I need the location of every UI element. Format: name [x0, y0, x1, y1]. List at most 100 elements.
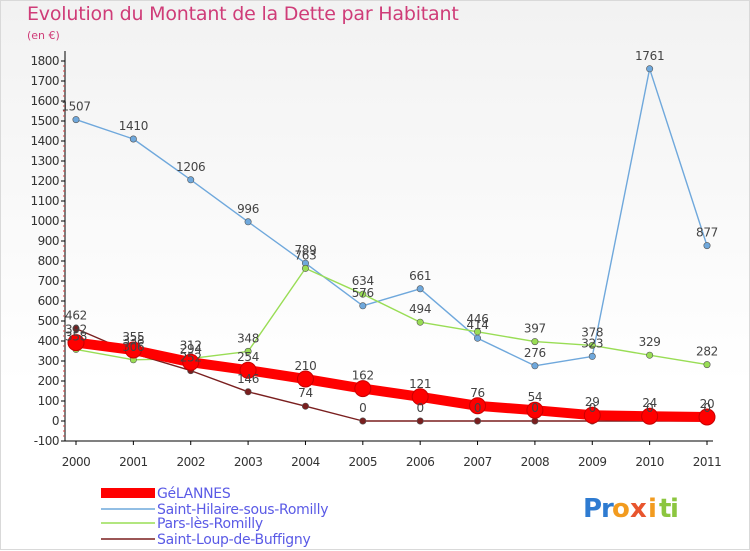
- data-label: 996: [237, 202, 259, 216]
- y-tick-label: 300: [38, 354, 59, 368]
- data-point: [474, 417, 482, 425]
- x-tick-label: 2010: [635, 455, 664, 469]
- data-point: [588, 341, 596, 349]
- data-label: 252: [180, 351, 202, 365]
- data-point: [129, 135, 137, 143]
- y-tick-label: 800: [38, 254, 59, 268]
- y-tick-label: 900: [38, 234, 59, 248]
- proxiti-logo: Pro x i ti: [583, 494, 679, 524]
- y-tick-label: 400: [38, 334, 59, 348]
- data-point: [474, 334, 482, 342]
- data-label: 20: [700, 397, 715, 411]
- x-tick-label: 2000: [62, 455, 91, 469]
- data-point: [416, 318, 424, 326]
- data-point: [703, 361, 711, 369]
- series-line-1: [71, 337, 712, 422]
- logo-letter: i: [648, 494, 657, 524]
- data-label: 1410: [119, 119, 148, 133]
- y-tick-label: 1100: [30, 194, 59, 208]
- x-tick-label: 2006: [406, 455, 435, 469]
- logo-letter: x: [630, 494, 647, 524]
- data-label: 634: [352, 274, 374, 288]
- series-line-4: [75, 327, 708, 422]
- data-point: [641, 407, 659, 425]
- legend-label: Saint-Hilaire-sous-Romilly: [157, 502, 328, 518]
- data-label: 0: [646, 401, 653, 415]
- logo-letter: t: [659, 494, 671, 524]
- data-label: 1507: [61, 100, 90, 114]
- y-tick-label: 1400: [30, 134, 59, 148]
- data-point: [182, 353, 200, 371]
- data-label: 0: [703, 401, 710, 415]
- y-tick-label: 1800: [30, 54, 59, 68]
- y-tick-label: 1300: [30, 154, 59, 168]
- data-label: 0: [359, 401, 366, 415]
- data-point: [416, 285, 424, 293]
- data-point: [411, 388, 429, 406]
- data-label: 355: [122, 330, 144, 344]
- data-label: 210: [294, 359, 316, 373]
- data-point: [244, 347, 252, 355]
- y-tick-label: 1200: [30, 174, 59, 188]
- data-label: 661: [409, 269, 431, 283]
- data-point: [531, 362, 539, 370]
- data-point: [72, 325, 80, 333]
- data-label: 146: [237, 372, 259, 386]
- data-label: 29: [585, 395, 600, 409]
- data-label: 378: [581, 325, 603, 339]
- series-line-3: [75, 267, 708, 366]
- series-lines: [71, 68, 712, 422]
- data-label: 1761: [635, 49, 664, 63]
- data-label: 576: [352, 286, 374, 300]
- y-tick-label: 200: [38, 374, 59, 388]
- data-labels: 392 355 294 254 210 162 121 76 54 29 24 20 1507 1410 1…: [61, 49, 718, 415]
- data-point: [301, 264, 309, 272]
- data-label: 877: [696, 226, 718, 240]
- legend-swatch: [101, 488, 155, 498]
- data-point: [187, 176, 195, 184]
- data-point: [703, 242, 711, 250]
- data-point: [698, 408, 716, 426]
- data-label: 1206: [176, 160, 205, 174]
- legend-label: Saint-Loup-de-Buffigny: [157, 532, 310, 548]
- data-label: 348: [237, 331, 259, 345]
- y-tick-label: 500: [38, 314, 59, 328]
- x-tick-label: 2004: [291, 455, 320, 469]
- x-tick-label: 2007: [463, 455, 492, 469]
- y-tick-label: 100: [38, 394, 59, 408]
- x-tick-label: 2011: [693, 455, 722, 469]
- data-label: 0: [417, 401, 424, 415]
- data-label: 338: [122, 333, 144, 347]
- series-points: [67, 65, 716, 426]
- y-tick-label: 1000: [30, 214, 59, 228]
- data-label: 254: [237, 350, 259, 364]
- data-point: [526, 401, 544, 419]
- x-tick-label: 2009: [578, 455, 607, 469]
- data-point: [583, 406, 601, 424]
- legend: GéLANNESSaint-Hilaire-sous-RomillyPars-l…: [101, 486, 329, 548]
- y-tick-label: 1700: [30, 74, 59, 88]
- data-point: [469, 397, 487, 415]
- logo-letter: P: [583, 494, 602, 524]
- data-label: 24: [642, 396, 657, 410]
- data-point: [359, 302, 367, 310]
- data-point: [244, 388, 252, 396]
- data-label: 312: [180, 339, 202, 353]
- data-label: 54: [528, 390, 543, 404]
- data-label: 763: [294, 248, 316, 262]
- y-tick-label: 1500: [30, 114, 59, 128]
- data-point: [359, 417, 367, 425]
- chart-subtitle: (en €): [27, 29, 60, 42]
- data-label: 294: [180, 342, 202, 356]
- y-tick-label: 1600: [30, 94, 59, 108]
- y-tick-label: 600: [38, 294, 59, 308]
- legend-label: Pars-lès-Romilly: [157, 516, 263, 532]
- x-tick-label: 2008: [521, 455, 550, 469]
- data-point: [416, 417, 424, 425]
- axes: -100010020030040050060070080090010001100…: [30, 51, 722, 469]
- data-point: [239, 361, 257, 379]
- data-label: 358: [65, 329, 87, 343]
- data-point: [354, 380, 372, 398]
